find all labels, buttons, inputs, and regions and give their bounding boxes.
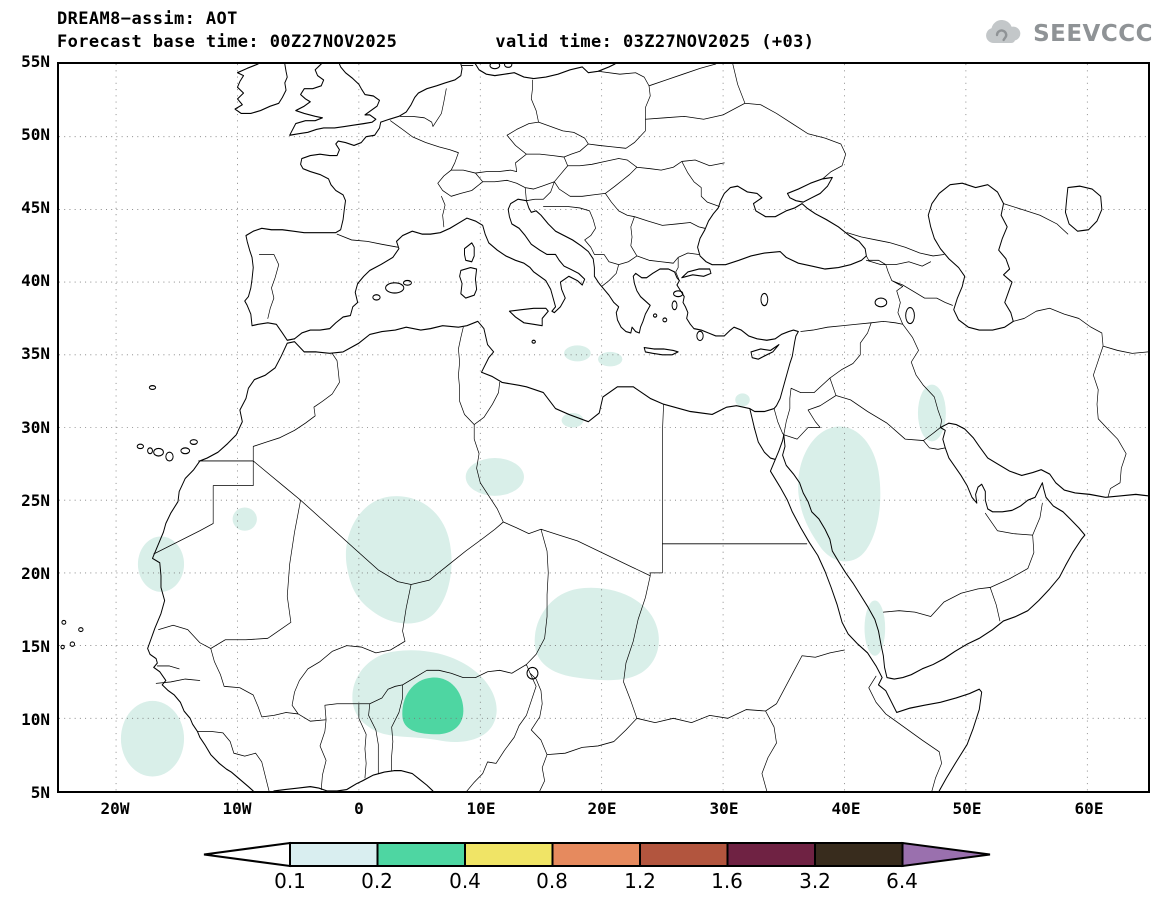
- colorbar-segment: [814, 842, 904, 867]
- valid-time-label: valid time: 03Z27NOV2025 (+03): [495, 32, 815, 52]
- lon-tick-label: 60E: [1074, 799, 1104, 818]
- lon-tick-label: 30E: [709, 799, 739, 818]
- seevccc-logo-text: SEEVCCC: [1033, 21, 1153, 47]
- colorbar-right-arrow: [901, 841, 991, 868]
- coast-atlantic-europe: [244, 64, 616, 341]
- map-frame: [57, 62, 1150, 793]
- lat-tick-label: 20N: [21, 564, 50, 583]
- lat-tick-label: 5N: [30, 783, 50, 802]
- aot-shading-level2: [402, 677, 464, 735]
- lat-tick-label: 45N: [21, 198, 50, 217]
- lon-tick-label: 40E: [831, 799, 861, 818]
- colorbar-segment: [551, 842, 641, 867]
- coast-black-sea: [681, 176, 867, 279]
- country-borders: [153, 64, 1148, 791]
- colorbar-tick-label: 3.2: [799, 869, 831, 893]
- colorbar-tick-label: 1.2: [624, 869, 656, 893]
- lon-tick-label: 20E: [587, 799, 617, 818]
- lon-tick-label: 20W: [100, 799, 130, 818]
- colorbar-segment: [639, 842, 729, 867]
- coast-caspian-aral: [927, 182, 1103, 331]
- coastlines: [60, 64, 1148, 791]
- seevccc-logo: SEEVCCC: [981, 20, 1153, 48]
- cloud-logo-icon: [986, 20, 1021, 43]
- aot-shading-level1: [120, 345, 946, 777]
- base-time-label: Forecast base time: 00Z27NOV2025: [57, 32, 398, 52]
- borders-europe: [258, 64, 847, 319]
- lon-tick-label: 0: [354, 799, 364, 818]
- coast-arabia-gulf: [782, 422, 1148, 680]
- lon-tick-label: 10W: [222, 799, 252, 818]
- lat-tick-label: 30N: [21, 418, 50, 437]
- colorbar-tick-label: 0.4: [449, 869, 481, 893]
- map-canvas: [59, 64, 1148, 791]
- colorbar-tick-label: 1.6: [711, 869, 743, 893]
- small-islands-and-lakes: [60, 64, 915, 680]
- colorbar-segment: [726, 842, 816, 867]
- lat-tick-label: 10N: [21, 710, 50, 729]
- coast-redsea-horn: [754, 428, 983, 791]
- lat-tick-label: 50N: [21, 125, 50, 144]
- borders-africa: [153, 326, 942, 791]
- colorbar-segment: [289, 842, 379, 867]
- lat-tick-label: 15N: [21, 637, 50, 656]
- colorbar-tick-label: 0.2: [361, 869, 393, 893]
- graticule-meridians: [115, 64, 1088, 791]
- colorbar-tick-label: 0.8: [536, 869, 568, 893]
- lon-tick-label: 10E: [466, 799, 496, 818]
- graticule: [59, 64, 1148, 791]
- colorbar-left-arrow: [203, 841, 291, 868]
- colorbar-tick-label: 0.1: [274, 869, 306, 893]
- page-title: DREAM8−assim: AOT: [57, 9, 238, 29]
- lat-tick-label: 25N: [21, 491, 50, 510]
- colorbar-segment: [376, 842, 466, 867]
- lat-tick-label: 55N: [21, 52, 50, 71]
- lon-tick-label: 50E: [952, 799, 982, 818]
- forecast-times: Forecast base time: 00Z27NOV2025 valid t…: [57, 32, 814, 52]
- lat-tick-label: 35N: [21, 344, 50, 363]
- lat-tick-label: 40N: [21, 271, 50, 290]
- coast-africa: [147, 320, 756, 791]
- coast-islands: [459, 242, 780, 360]
- coast-south-europe: [294, 198, 799, 413]
- borders-middle-east: [773, 203, 1148, 622]
- colorbar-tick-label: 6.4: [886, 869, 918, 893]
- coast-uk-ireland: [234, 64, 380, 136]
- colorbar-segment: [464, 842, 554, 867]
- colorbar: [203, 841, 991, 868]
